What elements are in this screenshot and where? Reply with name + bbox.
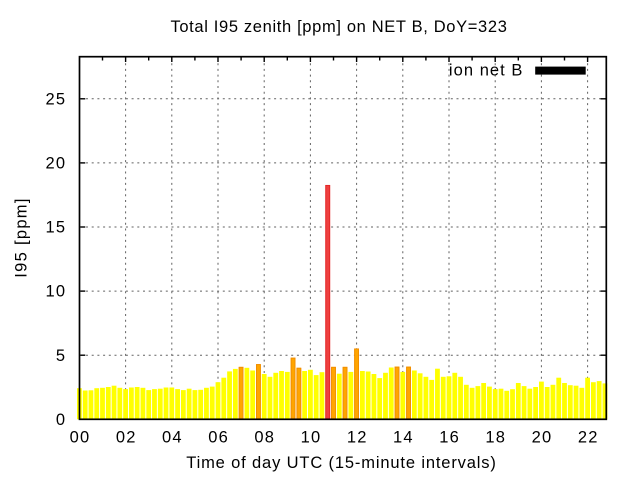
svg-text:0: 0 [56,411,66,429]
svg-text:20: 20 [532,429,553,447]
svg-text:10: 10 [46,283,67,301]
svg-text:12: 12 [347,429,368,447]
svg-text:15: 15 [46,219,67,237]
svg-text:16: 16 [439,429,460,447]
svg-text:04: 04 [162,429,183,447]
svg-text:22: 22 [578,429,599,447]
svg-text:08: 08 [254,429,275,447]
svg-text:02: 02 [116,429,137,447]
svg-text:25: 25 [46,90,67,108]
svg-text:00: 00 [70,429,91,447]
svg-text:06: 06 [208,429,229,447]
svg-text:5: 5 [56,347,66,365]
svg-text:Time of day UTC (15-minute int: Time of day UTC (15-minute intervals) [186,454,497,472]
svg-text:Total I95 zenith [ppm] on NET: Total I95 zenith [ppm] on NET B, DoY=323 [170,18,507,36]
svg-text:14: 14 [393,429,414,447]
svg-text:20: 20 [46,155,67,173]
svg-text:18: 18 [485,429,506,447]
svg-text:10: 10 [301,429,322,447]
svg-text:I95 [ppm]: I95 [ppm] [13,197,31,278]
svg-text:ion net B: ion net B [449,62,524,80]
